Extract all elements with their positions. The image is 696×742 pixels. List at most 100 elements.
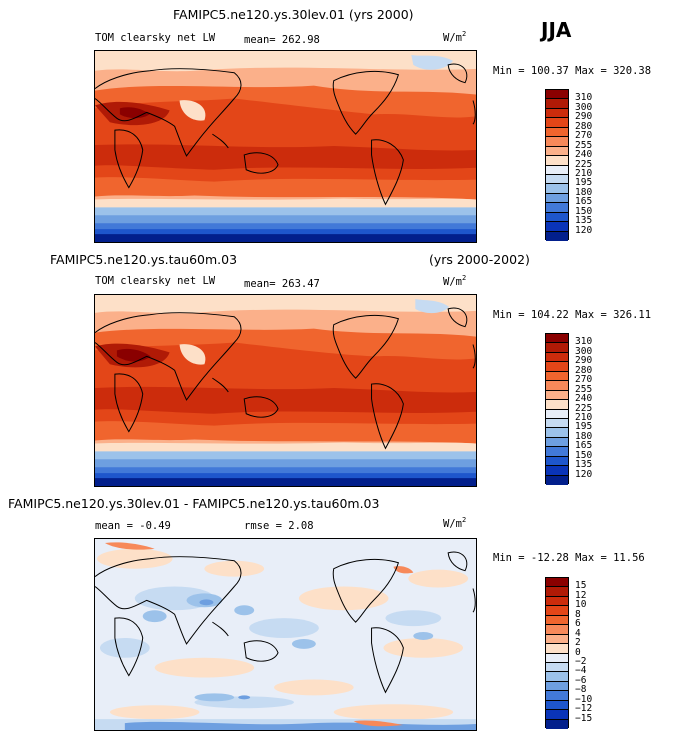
colorbar-swatch: [546, 118, 568, 128]
colorbar-level-label: −10: [575, 693, 593, 705]
colorbar-level-label: 290: [575, 355, 593, 367]
colorbar-swatch: [546, 475, 568, 485]
panel-1-variable: TOM clearsky net LW: [95, 32, 216, 44]
panel-2-units: W/m2: [443, 274, 467, 288]
colorbar-swatch: [546, 381, 568, 391]
colorbar-level-label: 8: [575, 608, 581, 620]
colorbar-swatch: [546, 578, 568, 588]
colorbar-swatch: [546, 662, 568, 673]
colorbar-level-label: 270: [575, 130, 593, 142]
colorbar-level-label: 240: [575, 149, 593, 161]
colorbar-swatch: [546, 203, 568, 213]
colorbar-swatch: [546, 644, 568, 654]
colorbar-swatch: [546, 156, 568, 166]
colorbar-swatch: [546, 371, 568, 382]
colorbar-swatch: [546, 193, 568, 204]
colorbar-swatch: [546, 334, 568, 344]
colorbar-level-label: 280: [575, 364, 593, 376]
panel-3-title: FAMIPC5.ne120.ys.30lev.01 - FAMIPC5.ne12…: [8, 496, 380, 511]
colorbar-level-label: −2: [575, 655, 587, 667]
panel-2-years: (yrs 2000-2002): [429, 252, 530, 267]
colorbar-level-label: 15: [575, 580, 587, 592]
colorbar-level-label: 6: [575, 618, 581, 630]
colorbar-swatch: [546, 672, 568, 682]
colorbar-swatch: [546, 428, 568, 438]
colorbar-swatch: [546, 390, 568, 401]
panel-2-colorbar: [545, 333, 569, 485]
colorbar-level-label: 300: [575, 345, 593, 357]
panel-1-units: W/m2: [443, 30, 467, 44]
colorbar-swatch: [546, 606, 568, 616]
panel-1-map: [94, 50, 477, 243]
colorbar-swatch: [546, 456, 568, 467]
panel-1-colorbar: [545, 89, 569, 241]
colorbar-swatch: [546, 165, 568, 175]
colorbar-level-label: 255: [575, 139, 593, 151]
colorbar-level-label: 120: [575, 224, 593, 236]
colorbar-level-label: 310: [575, 92, 593, 104]
colorbar-swatch: [546, 719, 568, 729]
panel-3-map: [94, 538, 477, 731]
colorbar-swatch: [546, 691, 568, 701]
colorbar-level-label: 4: [575, 627, 581, 639]
panel-3-rmse: rmse = 2.08: [244, 520, 314, 532]
colorbar-level-label: 290: [575, 111, 593, 123]
panel-2-variable: TOM clearsky net LW: [95, 275, 216, 287]
colorbar-level-label: 195: [575, 421, 593, 433]
colorbar-level-label: 225: [575, 158, 593, 170]
colorbar-level-label: −6: [575, 674, 587, 686]
colorbar-swatch: [546, 653, 568, 663]
panel-1-minmax: Min = 100.37 Max = 320.38: [493, 65, 652, 77]
colorbar-swatch: [546, 137, 568, 147]
colorbar-swatch: [546, 615, 568, 626]
colorbar-level-label: 2: [575, 637, 581, 649]
colorbar-level-label: 195: [575, 177, 593, 189]
colorbar-swatch: [546, 634, 568, 645]
colorbar-level-label: 150: [575, 205, 593, 217]
colorbar-level-label: 210: [575, 411, 593, 423]
colorbar-level-label: 150: [575, 449, 593, 461]
colorbar-level-label: 240: [575, 393, 593, 405]
colorbar-swatch: [546, 625, 568, 635]
colorbar-level-label: 180: [575, 430, 593, 442]
colorbar-level-label: 270: [575, 374, 593, 386]
colorbar-swatch: [546, 146, 568, 157]
colorbar-level-label: 280: [575, 120, 593, 132]
panel-3-mean: mean = -0.49: [95, 520, 171, 532]
colorbar-swatch: [546, 466, 568, 476]
panel-3-minmax: Min = -12.28 Max = 11.56: [493, 552, 645, 564]
colorbar-level-label: 12: [575, 589, 587, 601]
colorbar-swatch: [546, 362, 568, 372]
colorbar-swatch: [546, 700, 568, 711]
colorbar-swatch: [546, 212, 568, 223]
colorbar-swatch: [546, 99, 568, 109]
panel-2-mean: mean= 263.47: [244, 278, 320, 290]
colorbar-level-label: 225: [575, 402, 593, 414]
colorbar-level-label: −12: [575, 703, 593, 715]
colorbar-swatch: [546, 596, 568, 607]
colorbar-swatch: [546, 231, 568, 241]
colorbar-level-label: −4: [575, 665, 587, 677]
colorbar-level-label: 300: [575, 101, 593, 113]
colorbar-swatch: [546, 174, 568, 185]
panel-2-title: FAMIPC5.ne120.ys.tau60m.03: [50, 252, 238, 267]
colorbar-swatch: [546, 343, 568, 353]
colorbar-swatch: [546, 108, 568, 119]
colorbar-level-label: 120: [575, 468, 593, 480]
colorbar-swatch: [546, 127, 568, 138]
season-label: JJA: [541, 18, 572, 42]
colorbar-level-label: 210: [575, 167, 593, 179]
colorbar-swatch: [546, 409, 568, 419]
colorbar-level-label: −15: [575, 712, 593, 724]
colorbar-swatch: [546, 447, 568, 457]
colorbar-level-label: 165: [575, 440, 593, 452]
colorbar-level-label: 0: [575, 646, 581, 658]
panel-2-map: [94, 294, 477, 487]
panel-2-minmax: Min = 104.22 Max = 326.11: [493, 309, 652, 321]
colorbar-level-label: 135: [575, 459, 593, 471]
colorbar-swatch: [546, 437, 568, 448]
panel-1-mean: mean= 262.98: [244, 34, 320, 46]
colorbar-level-label: 310: [575, 336, 593, 348]
colorbar-swatch: [546, 418, 568, 429]
colorbar-swatch: [546, 184, 568, 194]
